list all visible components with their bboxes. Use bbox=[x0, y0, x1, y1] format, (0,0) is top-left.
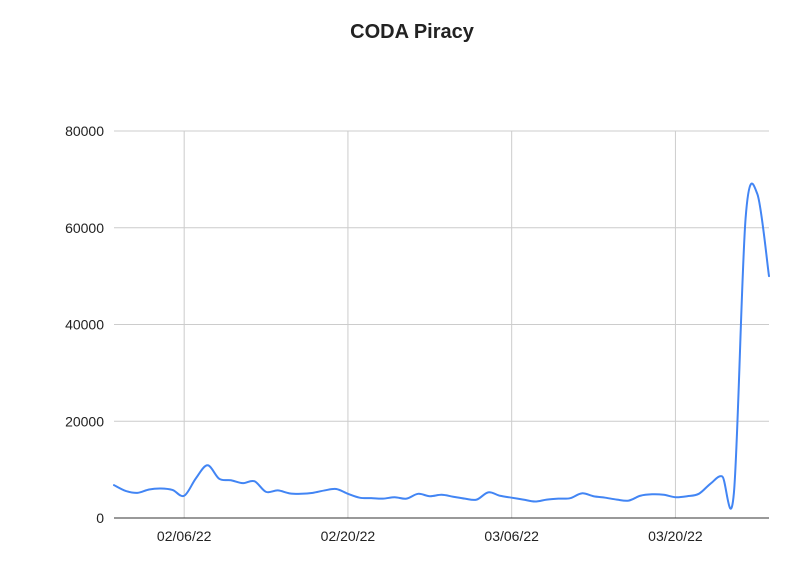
y-tick-label: 80000 bbox=[65, 123, 104, 139]
x-tick-label: 03/06/22 bbox=[484, 528, 539, 544]
chart-title: CODA Piracy bbox=[350, 21, 474, 43]
series-line-0 bbox=[113, 182, 770, 510]
x-tick-label: 02/06/22 bbox=[157, 528, 212, 544]
y-tick-label: 40000 bbox=[65, 317, 104, 333]
x-tick-label: 02/20/22 bbox=[321, 528, 376, 544]
y-tick-label: 20000 bbox=[65, 413, 104, 429]
x-tick-label: 03/20/22 bbox=[648, 528, 703, 544]
y-tick-label: 60000 bbox=[65, 220, 104, 236]
y-tick-label: 0 bbox=[96, 510, 104, 526]
